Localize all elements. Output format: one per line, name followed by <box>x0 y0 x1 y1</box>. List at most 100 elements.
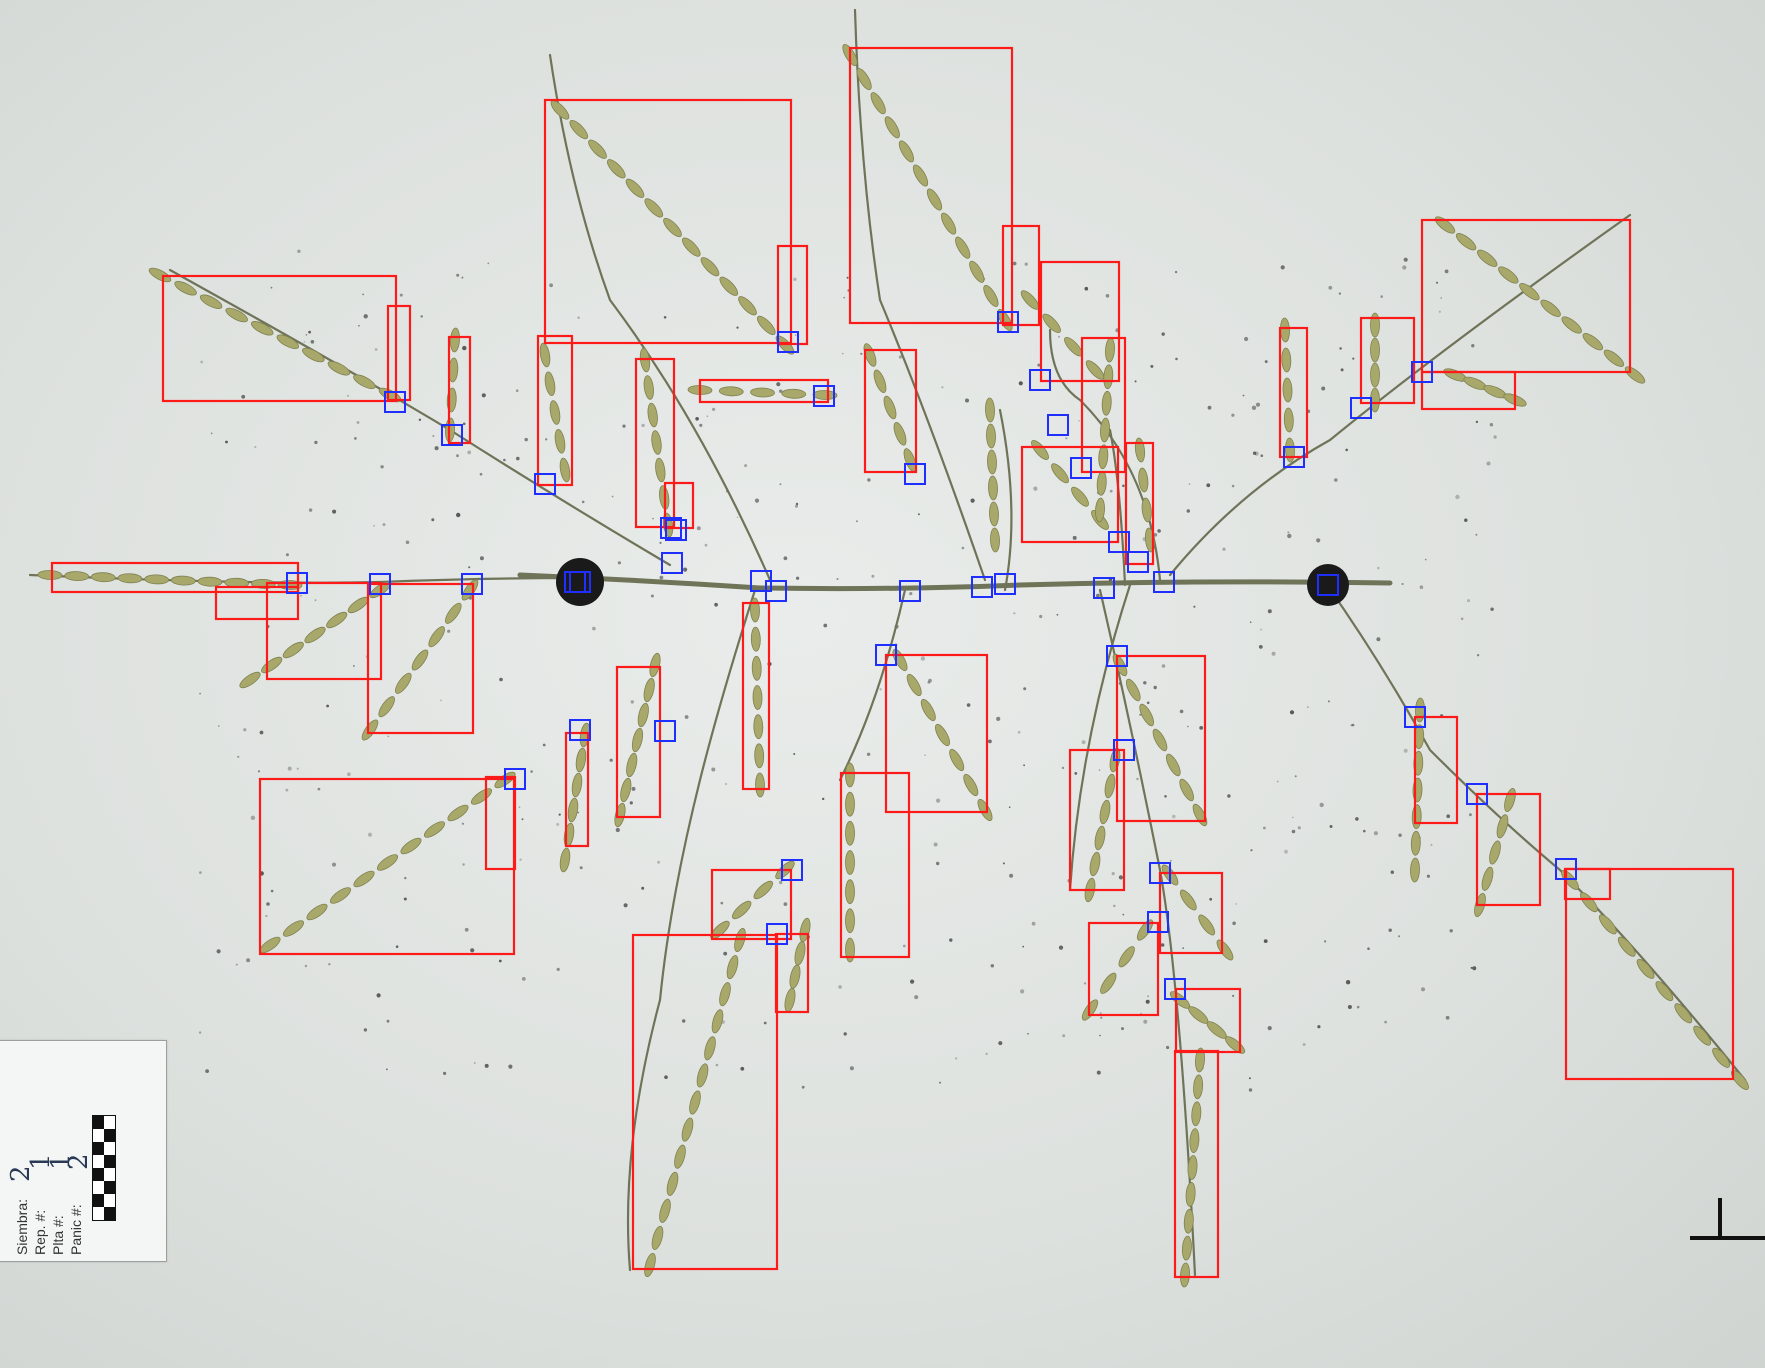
speckle <box>1472 966 1477 971</box>
speckle <box>456 454 459 458</box>
speckle <box>998 1041 1003 1046</box>
speckle <box>704 543 708 547</box>
speckle <box>1153 685 1157 690</box>
speckle <box>744 464 748 468</box>
speckle <box>1023 687 1027 691</box>
spikelet-cluster-29 <box>1084 747 1121 903</box>
speckle <box>663 316 667 319</box>
node-box-31 <box>875 644 897 666</box>
speckle <box>218 725 220 727</box>
speckle <box>303 341 306 343</box>
speckle <box>1109 489 1113 493</box>
speckle <box>347 394 350 397</box>
spikelet <box>144 574 170 585</box>
speckle <box>794 334 797 336</box>
spikelet <box>559 457 571 483</box>
speckle <box>866 752 871 756</box>
speckle <box>1242 394 1245 397</box>
speckle <box>1469 813 1472 817</box>
speckle <box>241 394 246 399</box>
speckle <box>927 681 931 684</box>
speckle <box>1012 261 1017 266</box>
speckle <box>1380 295 1383 298</box>
speckle <box>1002 862 1005 865</box>
spikelet <box>987 449 997 475</box>
speckle <box>1493 435 1497 439</box>
speckle <box>516 456 520 461</box>
spikelet <box>1191 1101 1202 1127</box>
spikelet <box>845 937 855 963</box>
speckle <box>225 440 228 444</box>
spikelet <box>794 941 806 966</box>
spikelet <box>1085 360 1105 380</box>
spikelet <box>718 386 744 397</box>
speckle <box>387 735 390 738</box>
speckle <box>440 699 442 702</box>
spikelet <box>559 847 571 873</box>
branch-box-22 <box>265 581 383 681</box>
speckle <box>1136 777 1139 781</box>
branch-box-17 <box>1420 370 1517 411</box>
spikelet <box>949 748 965 772</box>
speckle <box>954 1057 958 1060</box>
spikelet <box>1504 787 1516 813</box>
speckle <box>418 418 422 421</box>
speckle <box>1122 913 1125 916</box>
speckle <box>257 770 261 773</box>
spikelet <box>1089 851 1101 877</box>
branch-box-2 <box>447 335 472 445</box>
speckle <box>1264 360 1268 364</box>
speckle <box>696 526 701 531</box>
speckle <box>250 815 256 820</box>
stem-10 <box>1098 588 1197 1277</box>
node-box-24 <box>286 572 308 594</box>
speckle <box>779 389 783 393</box>
node-box-17 <box>1153 571 1175 593</box>
speckle <box>1373 831 1378 836</box>
node-box-1 <box>441 424 463 446</box>
speckle <box>1143 681 1147 685</box>
speckle <box>1235 903 1238 905</box>
spikelet <box>1101 390 1112 416</box>
spikelet <box>174 281 197 296</box>
spikelet <box>644 1252 656 1278</box>
tag-value-panic: 2 <box>64 1153 94 1170</box>
spikelet <box>674 1144 686 1169</box>
spikelet <box>1498 266 1519 284</box>
speckle <box>1232 921 1236 926</box>
speckle <box>723 951 728 956</box>
speckle <box>1172 814 1176 819</box>
branch-box-29 <box>710 868 793 941</box>
spikelet <box>329 887 352 904</box>
speckle <box>332 862 336 867</box>
speckle <box>1321 386 1326 391</box>
node-box-40 <box>1147 911 1169 933</box>
speckle <box>928 678 932 683</box>
speckle <box>1018 381 1023 386</box>
speckle <box>447 629 451 633</box>
speckle <box>1338 292 1342 295</box>
spikelet <box>659 1198 671 1223</box>
speckle <box>836 578 839 580</box>
stem-4 <box>853 8 987 582</box>
speckle <box>1113 904 1116 908</box>
speckle <box>1329 825 1333 828</box>
node-box-14 <box>1070 457 1092 479</box>
speckle <box>1398 833 1402 837</box>
spikelet <box>1100 972 1117 994</box>
spikelet-cluster-6 <box>1434 216 1646 384</box>
speckle <box>479 472 483 476</box>
spikelet-cluster-22 <box>614 652 661 828</box>
speckle <box>1244 336 1249 342</box>
spikelet <box>989 501 999 527</box>
speckle <box>1334 478 1338 482</box>
node-box-30 <box>899 580 921 602</box>
speckle <box>898 355 903 359</box>
spikelet <box>689 1090 701 1115</box>
speckle <box>1009 873 1014 878</box>
speckle <box>462 863 465 866</box>
speckle <box>1065 437 1068 440</box>
speckle <box>1255 402 1261 407</box>
speckle <box>1475 420 1479 424</box>
spikelet <box>845 908 855 934</box>
